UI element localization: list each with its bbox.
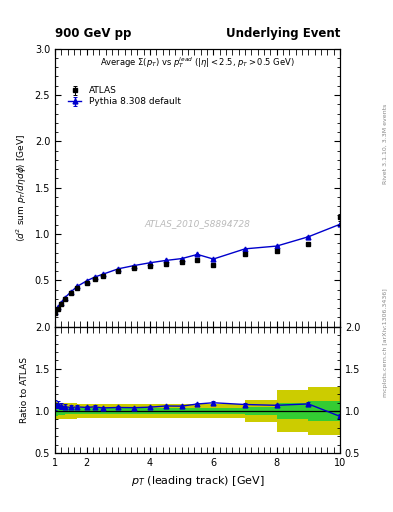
Text: Average $\Sigma(p_T)$ vs $p_T^{lead}$ ($|\eta| < 2.5$, $p_T > 0.5$ GeV): Average $\Sigma(p_T)$ vs $p_T^{lead}$ ($… [100, 56, 295, 71]
Text: 900 GeV pp: 900 GeV pp [55, 27, 131, 40]
Text: Rivet 3.1.10, 3.3M events: Rivet 3.1.10, 3.3M events [383, 103, 388, 183]
Legend: ATLAS, Pythia 8.308 default: ATLAS, Pythia 8.308 default [65, 84, 184, 109]
Y-axis label: Ratio to ATLAS: Ratio to ATLAS [20, 357, 29, 423]
Y-axis label: $\langle d^{2}$ sum $p_{T}/d\eta d\phi\rangle$ [GeV]: $\langle d^{2}$ sum $p_{T}/d\eta d\phi\r… [15, 134, 29, 242]
Text: ATLAS_2010_S8894728: ATLAS_2010_S8894728 [145, 219, 250, 228]
Text: mcplots.cern.ch [arXiv:1306.3436]: mcplots.cern.ch [arXiv:1306.3436] [383, 289, 388, 397]
X-axis label: $p_T$ (leading track) [GeV]: $p_T$ (leading track) [GeV] [130, 474, 264, 487]
Text: Underlying Event: Underlying Event [226, 27, 340, 40]
